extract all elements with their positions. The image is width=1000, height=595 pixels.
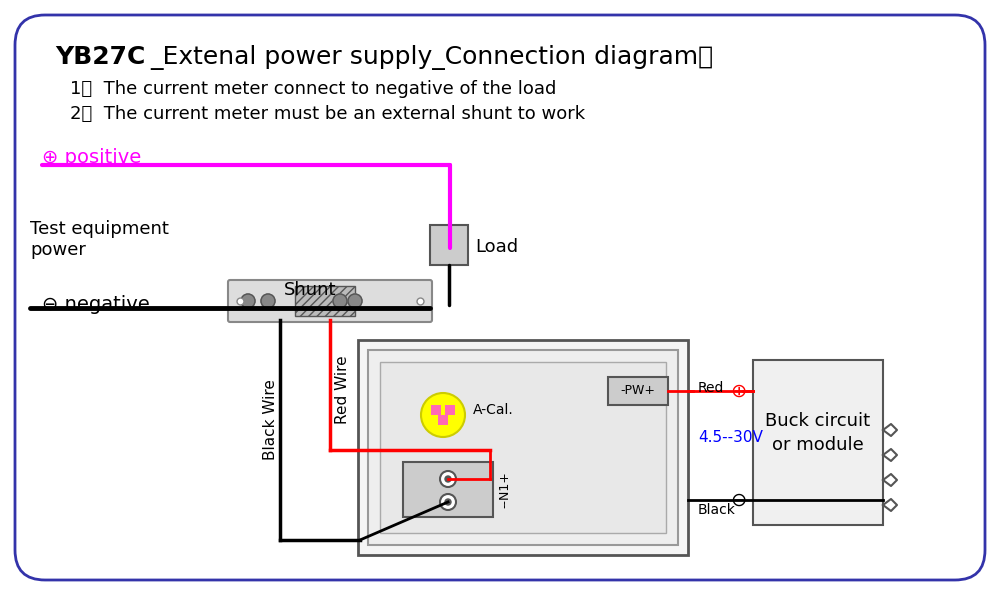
Circle shape <box>261 294 275 308</box>
Text: Load: Load <box>475 238 518 256</box>
FancyBboxPatch shape <box>15 15 985 580</box>
Text: Red: Red <box>698 381 724 395</box>
Bar <box>608 377 668 405</box>
Bar <box>358 340 688 555</box>
Circle shape <box>348 294 362 308</box>
Text: --N1+: --N1+ <box>498 472 511 509</box>
Circle shape <box>440 494 456 510</box>
Bar <box>403 462 493 517</box>
Text: ⊖: ⊖ <box>730 490 746 509</box>
Circle shape <box>241 294 255 308</box>
Text: Test equipment
power: Test equipment power <box>30 220 169 259</box>
Text: Black Wire: Black Wire <box>263 380 278 461</box>
Text: ⊕: ⊕ <box>730 381 746 400</box>
Text: 2，  The current meter must be an external shunt to work: 2， The current meter must be an external… <box>70 105 585 123</box>
Text: Red Wire: Red Wire <box>335 356 350 424</box>
Circle shape <box>333 294 347 308</box>
Text: YB27C: YB27C <box>55 45 145 69</box>
Text: 4.5--30V: 4.5--30V <box>698 431 763 446</box>
Text: Shunt: Shunt <box>284 281 336 299</box>
Bar <box>368 350 678 545</box>
Circle shape <box>440 471 456 487</box>
Text: _Extenal power supply_Connection diagram：: _Extenal power supply_Connection diagram… <box>150 45 713 70</box>
Bar <box>431 405 441 415</box>
Circle shape <box>445 476 451 482</box>
Bar <box>430 225 468 265</box>
Circle shape <box>421 393 465 437</box>
Bar <box>753 360 883 525</box>
Circle shape <box>445 499 451 505</box>
Bar <box>295 286 355 316</box>
Text: -PW+: -PW+ <box>620 384 656 397</box>
Text: ⊖ negative: ⊖ negative <box>42 295 150 314</box>
Text: 1，  The current meter connect to negative of the load: 1， The current meter connect to negative… <box>70 80 556 98</box>
Bar <box>438 415 448 425</box>
FancyBboxPatch shape <box>228 280 432 322</box>
Bar <box>380 362 666 533</box>
Text: Buck circuit
or module: Buck circuit or module <box>765 412 871 455</box>
Text: ⊕ positive: ⊕ positive <box>42 148 141 167</box>
Bar <box>445 405 455 415</box>
Text: Black: Black <box>698 503 736 517</box>
Text: A-Cal.: A-Cal. <box>473 403 514 417</box>
